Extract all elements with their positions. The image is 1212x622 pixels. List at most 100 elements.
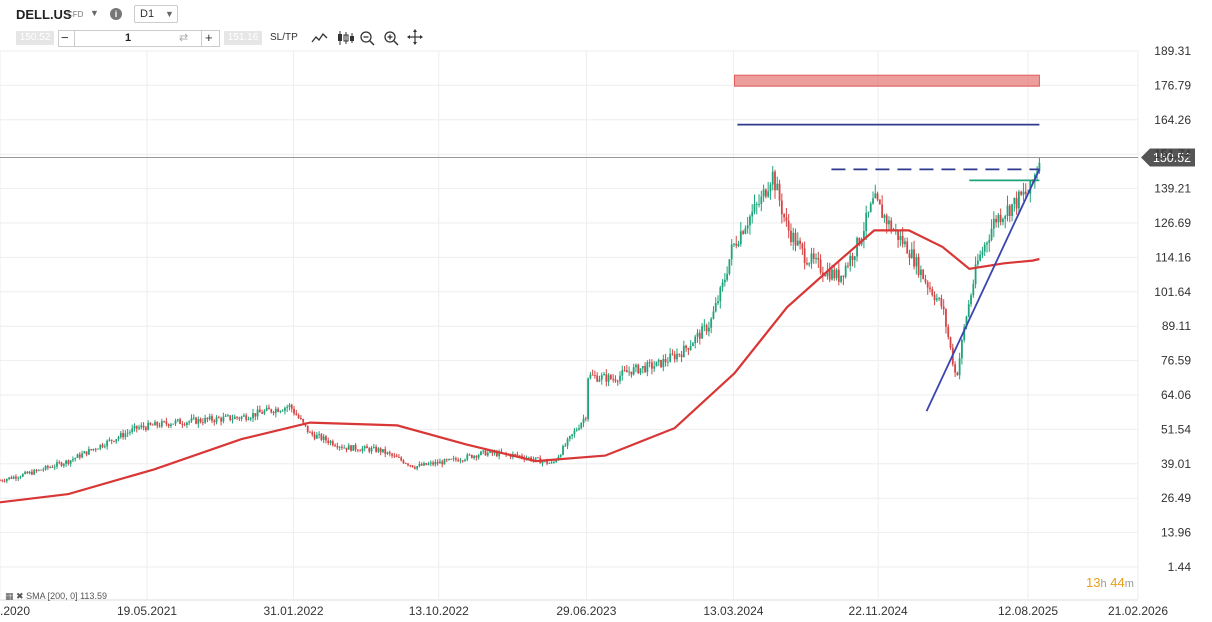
sma-legend-text: SMA [200, 0] 113.59	[26, 591, 107, 601]
crosshair-move-icon[interactable]	[407, 29, 425, 47]
candle-body	[1008, 205, 1011, 216]
candle-body	[792, 232, 795, 243]
candle-body	[685, 345, 688, 349]
y-tick-label: 76.59	[1161, 354, 1191, 368]
sltp-button[interactable]: SL/TP	[270, 32, 298, 43]
candle-body	[151, 424, 154, 426]
candle-body	[268, 407, 270, 410]
candle-body	[386, 452, 389, 454]
y-tick-label: 101.64	[1154, 285, 1191, 299]
sma-legend[interactable]: ▦ ✖ SMA [200, 0] 113.59	[5, 591, 107, 602]
candle-body	[651, 362, 653, 369]
candle-body	[418, 464, 421, 467]
candle-body	[899, 235, 902, 241]
candle-body	[87, 449, 90, 455]
candle-body	[279, 410, 282, 412]
candle-body	[874, 193, 877, 199]
timeframe-select[interactable]: D1 ▼	[134, 5, 178, 23]
candle-body	[605, 374, 608, 382]
candle-body	[550, 462, 553, 464]
decrease-button[interactable]: −	[61, 30, 69, 45]
zoom-out-icon[interactable]	[359, 30, 377, 46]
candle-body	[103, 446, 106, 448]
candle-body	[122, 433, 124, 438]
candle-body	[188, 421, 191, 423]
candle-body	[794, 232, 797, 246]
candle-body	[208, 416, 211, 420]
candle-body	[461, 460, 464, 462]
candle-body	[229, 415, 232, 420]
candle-body	[140, 425, 143, 428]
candle-body	[325, 436, 327, 441]
candle-body	[290, 404, 293, 409]
candle-body	[350, 445, 352, 451]
candle-body	[489, 450, 491, 453]
candle-body	[37, 469, 40, 471]
candle-body	[999, 214, 1002, 222]
swap-icon[interactable]: ⇄	[179, 32, 189, 44]
candle-body	[566, 438, 569, 446]
sell-price-box[interactable]: 150.52	[16, 31, 54, 45]
candle-body	[26, 471, 29, 474]
buy-price-box[interactable]: 151.16	[224, 31, 262, 45]
candle-body	[222, 416, 225, 422]
candles-layer	[0, 157, 1041, 484]
candle-body	[404, 463, 407, 464]
candle-body	[170, 424, 172, 427]
candle-body	[213, 420, 216, 423]
y-tick-label: 39.01	[1161, 457, 1191, 471]
increase-button[interactable]: +	[205, 30, 213, 45]
zoom-in-icon[interactable]	[383, 30, 401, 46]
candle-body	[445, 459, 448, 461]
candle-body	[129, 431, 131, 433]
candle-body	[343, 447, 346, 449]
candle-body	[12, 476, 15, 479]
candle-body	[58, 462, 61, 464]
candle-body	[92, 448, 95, 450]
candle-body	[575, 429, 578, 431]
candle-body	[908, 253, 911, 259]
candle-body	[158, 425, 161, 427]
candle-body	[466, 454, 469, 460]
candle-body	[764, 189, 767, 197]
candle-body	[261, 412, 264, 414]
symbol-name[interactable]: DELL.US	[16, 7, 72, 22]
candle-body	[737, 244, 740, 246]
candle-body	[796, 240, 799, 246]
candle-body	[190, 418, 193, 422]
candle-body	[439, 461, 441, 464]
line-chart-icon[interactable]	[310, 30, 330, 46]
candle-body	[154, 421, 156, 426]
candle-body	[233, 416, 236, 420]
candle-body	[771, 171, 774, 185]
candle-body	[762, 189, 765, 197]
candle-body	[662, 359, 665, 368]
candle-body	[749, 216, 751, 226]
candle-body	[450, 458, 453, 460]
candle-body	[956, 372, 959, 376]
candle-body	[562, 445, 564, 455]
candle-body	[639, 368, 642, 374]
candle-body	[712, 311, 715, 319]
info-icon[interactable]: i	[110, 8, 122, 20]
candle-body	[726, 273, 729, 280]
quantity-stepper[interactable]: − 1 ⇄ +	[58, 30, 220, 47]
x-tick-label: 22.11.2024	[849, 604, 908, 618]
chart-grid	[0, 50, 1139, 599]
candle-body	[338, 446, 341, 448]
candle-body	[172, 423, 175, 425]
candle-body	[1018, 191, 1020, 209]
candles-icon[interactable]	[336, 30, 356, 46]
candle-body	[687, 348, 690, 350]
candle-body	[1038, 162, 1041, 172]
candle-body	[391, 453, 393, 456]
candle-body	[849, 255, 852, 266]
stepper-divider	[201, 31, 202, 46]
candle-body	[828, 269, 831, 280]
quantity-value[interactable]: 1	[125, 32, 132, 44]
symbol-dropdown-icon[interactable]: ▼	[90, 8, 99, 18]
candle-body	[548, 463, 551, 464]
candle-body	[320, 434, 323, 440]
candle-body	[942, 306, 945, 310]
